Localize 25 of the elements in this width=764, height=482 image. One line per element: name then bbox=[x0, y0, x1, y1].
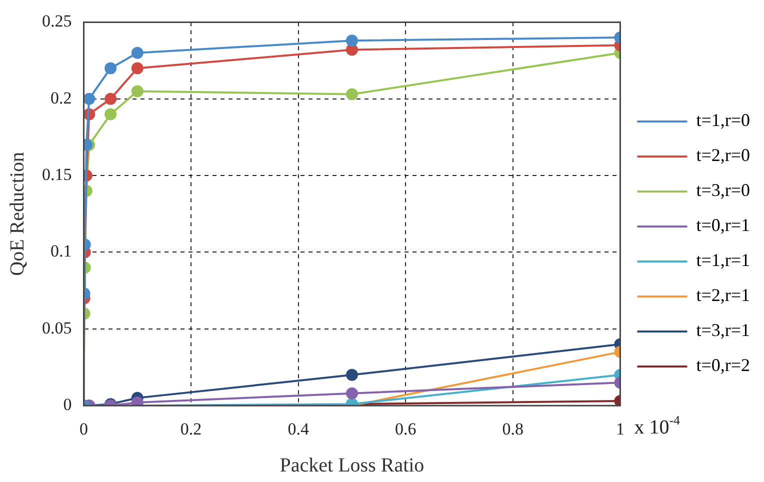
legend-label: t=1,r=1 bbox=[696, 250, 750, 270]
y-tick-label: 0.1 bbox=[50, 242, 72, 261]
point bbox=[84, 92, 96, 105]
point bbox=[346, 368, 358, 381]
y-tick-label: 0 bbox=[63, 395, 72, 414]
y-axis-title: QoE Reduction bbox=[6, 152, 28, 276]
x-tick-label: 0.6 bbox=[394, 419, 416, 438]
x-tick-label: 0.8 bbox=[502, 419, 524, 438]
legend-label: t=0,r=1 bbox=[696, 215, 750, 236]
legend-label: t=1,r=0 bbox=[696, 110, 750, 130]
y-tick-label: 0.25 bbox=[42, 12, 72, 31]
x-axis-title: Packet Loss Ratio bbox=[280, 454, 424, 476]
legend-label: t=3,r=0 bbox=[696, 180, 750, 200]
x-tick-label: 0.4 bbox=[288, 419, 310, 438]
legend-label: t=0,r=2 bbox=[696, 355, 750, 376]
x-tick-label: 0 bbox=[80, 419, 88, 438]
point bbox=[346, 387, 358, 400]
y-tick-label: 0.05 bbox=[42, 318, 72, 338]
legend-label: t=3,r=1 bbox=[696, 320, 750, 340]
legend-label: t=2,r=1 bbox=[696, 285, 750, 306]
x-tick-label: 0.2 bbox=[180, 419, 202, 438]
x-tick-label: 1 bbox=[616, 419, 624, 438]
y-tick-label: 0.15 bbox=[42, 165, 72, 184]
y-tick-label: 0.2 bbox=[50, 88, 72, 108]
legend-label: t=2,r=0 bbox=[696, 145, 750, 166]
